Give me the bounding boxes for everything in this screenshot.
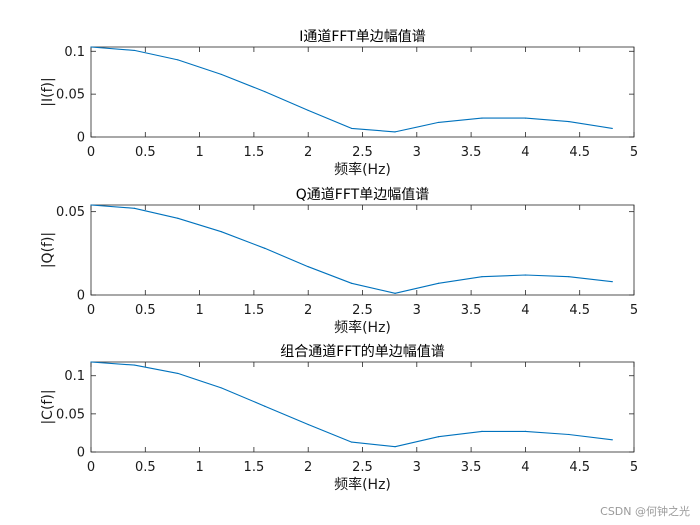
x-tick-label: 2.5 [352,303,373,318]
y-tick-label: 0.05 [56,407,85,422]
y-tick-label: 0.1 [64,45,85,60]
subplot-1: 0 0.5 1 1.5 2 2.5 3 3.5 4 4.5 5 0 0.05 0.1 I通道FFT单边幅值谱… [40,29,638,178]
data-point [307,266,309,268]
data-point [481,276,483,278]
x-tick-label: 4 [521,303,529,318]
data-point [524,274,527,276]
x-tick-label: 3 [413,460,421,475]
x-tick-label: 3.5 [461,145,482,160]
axes-box [90,46,635,138]
data-point [568,433,570,436]
x-tick-label: 2 [304,145,312,160]
y-axis-label: |Q(f)| [40,232,56,268]
x-axis-label: 频率(Hz) [334,319,391,336]
x-axis-label: 频率(Hz) [334,476,391,493]
data-point [177,217,179,219]
x-tick-label: 1.5 [244,460,265,475]
chart-title: I通道FFT单边幅值谱 [299,29,426,45]
data-point [437,282,440,284]
axes-box [90,204,635,296]
data-point [437,121,440,124]
y-tick-label: 0 [77,131,85,146]
x-tick-label: 4.5 [569,303,590,318]
data-point [264,405,266,407]
data-point [220,231,222,233]
data-point [177,372,179,375]
data-point [90,46,92,48]
x-tick-label: 4.5 [569,460,590,475]
data-point [264,247,266,249]
x-tick-label: 4 [521,145,529,160]
x-axis-label: 频率(Hz) [334,161,391,178]
x-tick-label: 0.5 [135,303,156,318]
x-tick-label: 1 [195,145,203,160]
data-point [524,117,527,119]
x-tick-label: 3.5 [461,303,482,318]
x-tick-label: 2 [304,460,312,475]
x-tick-label: 2.5 [352,460,373,475]
y-tick-label: 0.05 [56,88,85,103]
data-point [394,292,396,294]
y-axis-label: |I(f)| [40,77,56,106]
data-point [264,90,266,93]
data-point [437,436,440,438]
data-point [307,423,309,426]
subplot-2: 0 0.5 1 1.5 2 2.5 3 3.5 4 4.5 5 0 0.05 Q通道FFT单边幅值谱频率(… [40,187,638,336]
data-point [394,131,396,133]
x-tick-label: 2 [304,303,312,318]
y-axis-label: |C(f)| [40,389,56,424]
data-point [307,109,309,112]
data-point [394,446,396,448]
data-point [611,281,613,283]
y-tick-label: 0.05 [56,205,85,220]
data-point [220,387,222,389]
x-tick-label: 3.5 [461,460,482,475]
data-point [611,439,613,441]
x-tick-label: 2.5 [352,145,373,160]
x-tick-label: 4 [521,460,529,475]
data-point [133,207,136,209]
subplots: 0 0.5 1 1.5 2 2.5 3 3.5 4 4.5 5 0 0.05 0.1 I通道FFT单边幅值谱… [40,29,638,493]
chart-title: Q通道FFT单边幅值谱 [296,187,429,203]
x-tick-label: 0 [87,145,95,160]
data-point [351,441,353,443]
data-point [524,430,527,433]
data-point [611,127,613,130]
x-tick-label: 1.5 [244,303,265,318]
data-point [220,73,222,76]
data-point [133,364,136,366]
data-point [481,117,483,119]
x-tick-label: 0 [87,303,95,318]
x-tick-label: 0.5 [135,460,156,475]
watermark: CSDN @何钟之光 [600,505,690,518]
x-tick-label: 5 [630,460,638,475]
x-tick-label: 3 [413,303,421,318]
x-tick-label: 3 [413,145,421,160]
x-tick-label: 0 [87,460,95,475]
y-tick-label: 0 [77,446,85,461]
y-tick-label: 0.1 [64,369,85,384]
data-point [481,430,483,433]
data-point [351,282,353,284]
data-point [177,59,179,61]
y-tick-label: 0 [77,289,85,304]
x-tick-label: 0.5 [135,145,156,160]
x-tick-label: 4.5 [569,145,590,160]
chart-title: 组合通道FFT的单边幅值谱 [280,344,444,360]
data-point [90,204,92,206]
data-point [133,49,136,52]
x-tick-label: 1.5 [244,145,265,160]
x-tick-label: 5 [630,145,638,160]
x-tick-label: 1 [195,460,203,475]
data-point [90,361,92,363]
x-tick-label: 1 [195,303,203,318]
x-tick-label: 5 [630,303,638,318]
data-point [568,120,570,123]
subplot-3: 0 0.5 1 1.5 2 2.5 3 3.5 4 4.5 5 0 0.05 0.1 组合通道FFT的单边幅… [40,344,638,493]
axes-box [90,361,635,453]
data-point [568,276,570,278]
data-point [351,127,353,130]
